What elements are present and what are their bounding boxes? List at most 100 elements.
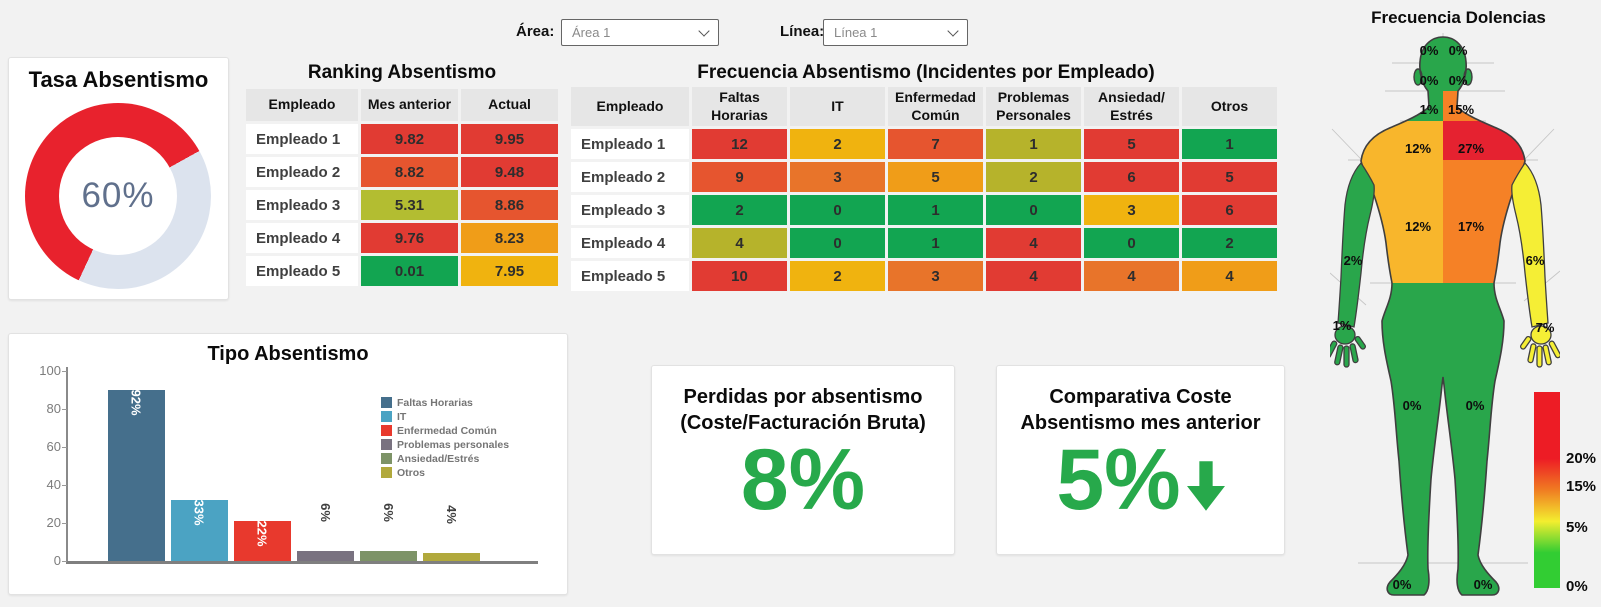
value-cell: 8.86 bbox=[461, 190, 558, 220]
region-label-chest-right: 27% bbox=[1458, 141, 1484, 156]
area-dropdown-value: Área 1 bbox=[572, 25, 611, 40]
value-cell: 9.82 bbox=[361, 124, 458, 154]
y-axis-tick-mark bbox=[62, 409, 67, 410]
legend-label: Ansiedad/Estrés bbox=[397, 452, 480, 465]
value-cell: 1 bbox=[1182, 129, 1277, 159]
kpi-title-line2: (Coste/Facturación Bruta) bbox=[680, 412, 926, 434]
value-cell: 1 bbox=[986, 129, 1081, 159]
chart-legend: Faltas Horarias IT Enfermedad Común Problem… bbox=[381, 396, 509, 480]
region-label-abdomen-right: 17% bbox=[1458, 219, 1484, 234]
bar-data-label: 6% bbox=[317, 503, 333, 522]
tasa-absentismo-card: Tasa Absentismo 60% bbox=[8, 57, 229, 300]
value-cell: 2 bbox=[790, 261, 885, 291]
kpi-title-line2: Absentismo mes anterior bbox=[1020, 412, 1261, 434]
bar-problemas-personales bbox=[297, 551, 354, 561]
col-header: Empleado bbox=[571, 87, 689, 126]
legend-label: IT bbox=[397, 410, 407, 423]
value-cell: 3 bbox=[790, 162, 885, 192]
value-cell: 9.95 bbox=[461, 124, 558, 154]
region-label-neck-left: 1% bbox=[1420, 102, 1439, 117]
y-axis-tick-mark bbox=[62, 447, 67, 448]
legend-swatch bbox=[381, 467, 392, 478]
ranking-title: Ranking Absentismo bbox=[307, 62, 497, 83]
value-cell: 2 bbox=[790, 129, 885, 159]
legend-swatch bbox=[381, 439, 392, 450]
comparativa-card: Comparativa Coste Absentismo mes anterio… bbox=[996, 365, 1285, 555]
frecuencia-title: Frecuencia Absentismo (Incidentes por Em… bbox=[697, 62, 1155, 83]
value-cell: 2 bbox=[986, 162, 1081, 192]
bar-it bbox=[171, 500, 228, 561]
value-cell: 1 bbox=[888, 195, 983, 225]
kpi-title-line1: Comparativa Coste bbox=[1049, 386, 1232, 408]
kpi-value: 5% bbox=[1056, 432, 1181, 528]
table-row: Empleado 2 8.82 9.48 bbox=[246, 157, 558, 187]
legend-item: Problemas personales bbox=[381, 438, 509, 451]
frecuencia-table: Empleado Faltas Horarias IT Enfermedad C… bbox=[568, 84, 1280, 294]
ranking-table-body: Empleado 1 9.82 9.95 Empleado 2 8.82 9.48 Empl… bbox=[246, 124, 558, 286]
left-arm bbox=[1330, 161, 1375, 368]
legend-label: Enfermedad Común bbox=[397, 424, 497, 437]
legend-item: Otros bbox=[381, 466, 509, 479]
area-dropdown[interactable]: Área 1 bbox=[561, 19, 719, 46]
value-cell: 9.76 bbox=[361, 223, 458, 253]
linea-dropdown[interactable]: Línea 1 bbox=[823, 19, 968, 46]
table-row: Empleado 5 10 2 3 4 4 4 bbox=[571, 261, 1277, 291]
bar-faltas-horarias bbox=[108, 390, 165, 561]
kpi-title-line1: Perdidas por absentismo bbox=[683, 386, 923, 408]
y-axis-tick-label: 100 bbox=[39, 363, 61, 378]
legend-label: Faltas Horarias bbox=[397, 396, 473, 409]
col-header: Mes anterior bbox=[361, 89, 458, 121]
employee-name-cell: Empleado 1 bbox=[246, 124, 358, 154]
arrow-down-icon bbox=[1186, 461, 1225, 511]
value-cell: 5 bbox=[1182, 162, 1277, 192]
linea-filter-label: Línea: bbox=[780, 23, 825, 40]
region-label-foot-right: 0% bbox=[1474, 577, 1493, 592]
col-header: Enfermedad Común bbox=[888, 87, 983, 126]
value-cell: 5 bbox=[1084, 129, 1179, 159]
bar-ansiedad-estr-s bbox=[360, 551, 417, 561]
value-cell: 8.23 bbox=[461, 223, 558, 253]
dolencias-title: Frecuencia Dolencias bbox=[1371, 8, 1546, 27]
value-cell: 8.82 bbox=[361, 157, 458, 187]
region-label-leg-left: 0% bbox=[1403, 398, 1422, 413]
scale-label: 0% bbox=[1566, 578, 1588, 595]
color-scale bbox=[1534, 392, 1560, 588]
col-header: Actual bbox=[461, 89, 558, 121]
chart-title: Tipo Absentismo bbox=[207, 343, 369, 365]
value-cell: 0 bbox=[1084, 228, 1179, 258]
tipo-plot: Faltas Horarias IT Enfermedad Común Problem… bbox=[9, 334, 567, 594]
linea-dropdown-value: Línea 1 bbox=[834, 25, 878, 40]
value-cell: 9.48 bbox=[461, 157, 558, 187]
scale-label: 5% bbox=[1566, 519, 1588, 536]
employee-name-cell: Empleado 4 bbox=[571, 228, 689, 258]
legend-swatch bbox=[381, 397, 392, 408]
region-label-head-right: 0% bbox=[1449, 43, 1468, 58]
value-cell: 4 bbox=[692, 228, 787, 258]
value-cell: 4 bbox=[986, 228, 1081, 258]
col-header: Ansiedad/ Estrés bbox=[1084, 87, 1179, 126]
legend-item: Ansiedad/Estrés bbox=[381, 452, 509, 465]
y-axis-tick-mark bbox=[62, 485, 67, 486]
area-filter-label: Área: bbox=[516, 23, 555, 40]
bar-data-label: 22% bbox=[255, 520, 270, 547]
region-label-leg-right: 0% bbox=[1466, 398, 1485, 413]
scale-label: 15% bbox=[1566, 478, 1597, 495]
legend-item: IT bbox=[381, 410, 509, 423]
col-header: Faltas Horarias bbox=[692, 87, 787, 126]
table-row: Empleado 3 5.31 8.86 bbox=[246, 190, 558, 220]
legend-swatch bbox=[381, 453, 392, 464]
value-cell: 0 bbox=[790, 195, 885, 225]
region-label-neck-right: 15% bbox=[1448, 102, 1474, 117]
tipo-absentismo-card: Tipo Absentismo Faltas Horarias IT Enferme… bbox=[8, 333, 568, 595]
x-axis-line bbox=[66, 561, 538, 564]
value-cell: 7.95 bbox=[461, 256, 558, 286]
gauge-hole: 60% bbox=[59, 137, 177, 255]
legend-label: Otros bbox=[397, 466, 426, 479]
employee-name-cell: Empleado 3 bbox=[571, 195, 689, 225]
value-cell: 0 bbox=[790, 228, 885, 258]
y-axis-tick-label: 40 bbox=[46, 477, 61, 492]
value-cell: 1 bbox=[888, 228, 983, 258]
